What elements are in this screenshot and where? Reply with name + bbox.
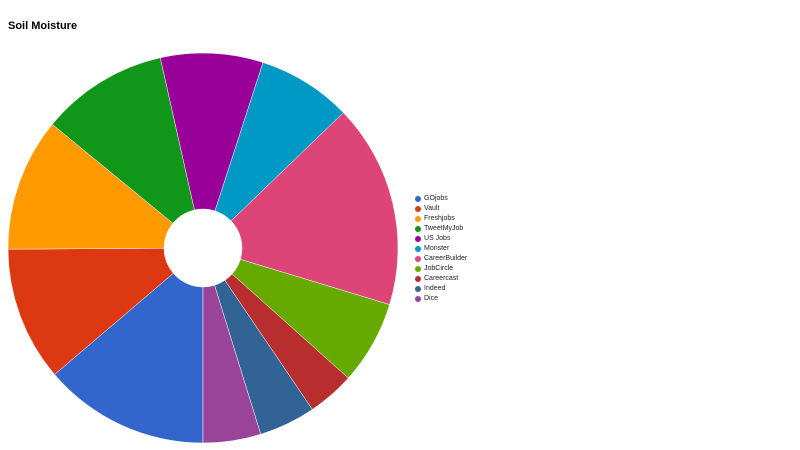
legend-swatch (415, 206, 421, 212)
chart-legend: GOjobs Vault Freshjobs TweetMyJob US Jobs Mon… (415, 194, 467, 304)
legend-swatch (415, 296, 421, 302)
legend-swatch (415, 226, 421, 232)
pie-slice-monster[interactable] (214, 62, 344, 222)
legend-swatch (415, 276, 421, 282)
chart-title: Soil Moisture (8, 20, 78, 32)
legend-label: GOjobs (424, 195, 448, 202)
pie-slice-tweetmyjob[interactable] (51, 57, 195, 224)
legend-item[interactable]: Indeed (415, 284, 467, 294)
legend-item[interactable]: CareerBuilder (415, 254, 467, 264)
legend-swatch (415, 256, 421, 262)
legend-item[interactable]: JobCircle (415, 264, 467, 274)
pie-slice-careerbuilder[interactable] (230, 112, 399, 305)
legend-label: Monster (424, 245, 450, 252)
legend-label: Careercast (424, 275, 459, 282)
legend-label: Freshjobs (424, 215, 455, 222)
legend-item[interactable]: Dice (415, 294, 467, 304)
legend-item[interactable]: US Jobs (415, 234, 467, 244)
legend-swatch (415, 236, 421, 242)
legend-label: TweetMyJob (424, 225, 464, 232)
legend-label: Vault (424, 205, 440, 212)
legend-swatch (415, 266, 421, 272)
legend-swatch (415, 216, 421, 222)
pie-slice-gojobs[interactable] (54, 272, 204, 444)
legend-label: Indeed (424, 285, 446, 292)
legend-swatch (415, 286, 421, 292)
legend-swatch (415, 196, 421, 202)
legend-label: CareerBuilder (424, 255, 468, 262)
pie-slice-dice[interactable] (202, 284, 262, 444)
legend-swatch (415, 246, 421, 252)
legend-item[interactable]: Freshjobs (415, 214, 467, 224)
pie-slice-freshjobs[interactable] (7, 123, 174, 250)
pie-slice-vault[interactable] (7, 247, 174, 375)
legend-item[interactable]: TweetMyJob (415, 224, 467, 234)
legend-label: US Jobs (424, 235, 451, 242)
legend-item[interactable]: GOjobs (415, 194, 467, 204)
legend-item[interactable]: Vault (415, 204, 467, 214)
legend-item[interactable]: Careercast (415, 274, 467, 284)
legend-label: JobCircle (424, 265, 454, 272)
legend-item[interactable]: Monster (415, 244, 467, 254)
legend-label: Dice (424, 295, 439, 302)
